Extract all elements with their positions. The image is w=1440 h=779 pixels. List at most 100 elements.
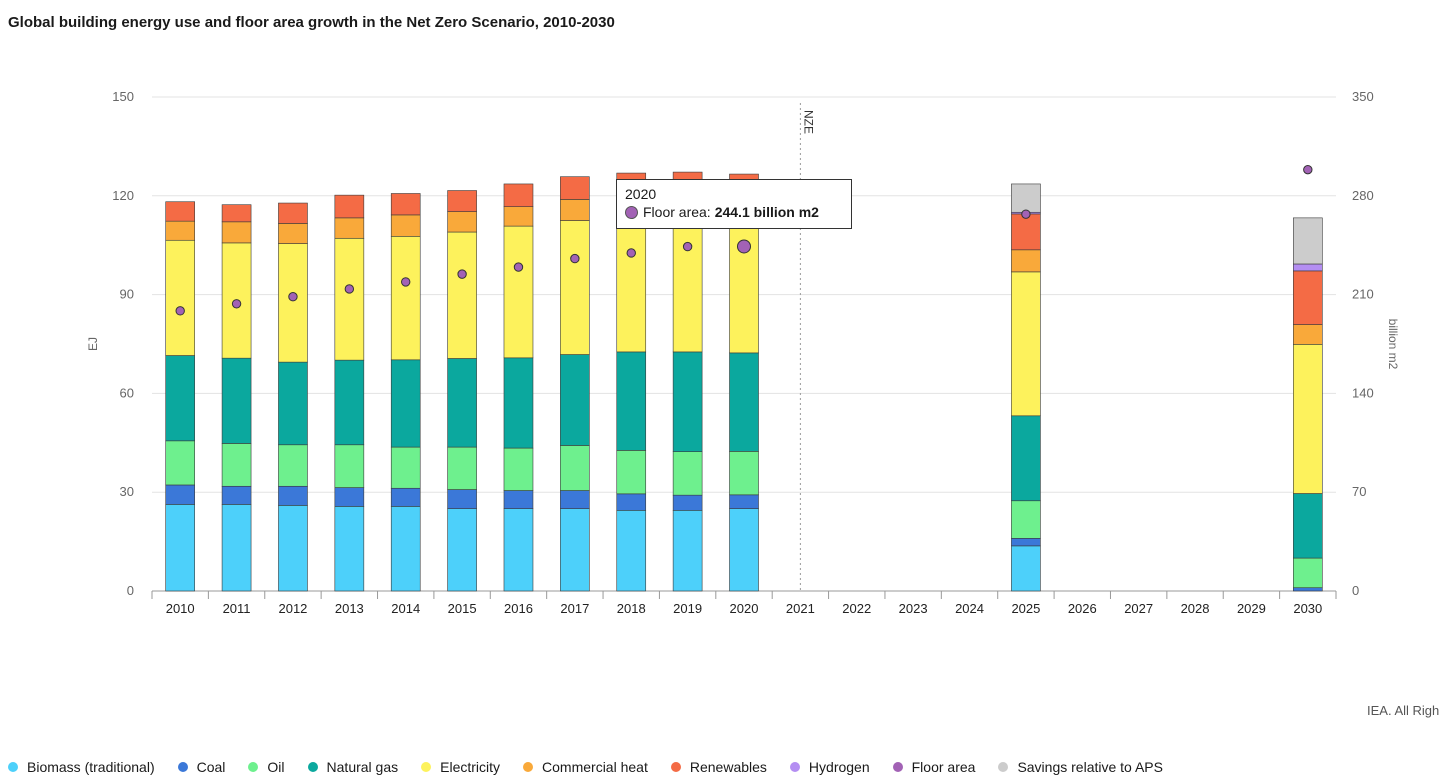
x-tick-label: 2012 bbox=[278, 601, 307, 616]
y-tick-label: 150 bbox=[112, 89, 134, 104]
bar-segment bbox=[616, 217, 647, 353]
legend-item[interactable]: Oil bbox=[248, 759, 285, 775]
x-tick-label: 2026 bbox=[1068, 601, 1097, 616]
bar-segment bbox=[221, 204, 252, 223]
tooltip-series-label: Floor area: bbox=[643, 204, 711, 220]
legend-item[interactable]: Floor area bbox=[892, 759, 975, 775]
bar-segment bbox=[560, 508, 590, 592]
legend-label: Hydrogen bbox=[808, 759, 870, 775]
y2-axis-title: billion m2 bbox=[1386, 319, 1400, 370]
x-tick-label: 2013 bbox=[335, 601, 364, 616]
bar-segment bbox=[1011, 415, 1041, 502]
bar-segment bbox=[447, 190, 477, 212]
x-tick-label: 2019 bbox=[673, 601, 702, 616]
bar-segment bbox=[1293, 587, 1323, 592]
legend-swatch-icon bbox=[998, 762, 1009, 772]
bar-segment bbox=[278, 223, 308, 244]
bar-segment bbox=[560, 220, 590, 355]
floor-area-point bbox=[570, 253, 580, 264]
legend-item[interactable]: Electricity bbox=[421, 759, 500, 775]
y-tick-label: 90 bbox=[120, 287, 134, 302]
bar-segment bbox=[1293, 263, 1323, 272]
floor-area-point bbox=[626, 248, 636, 258]
bar-segment bbox=[278, 361, 308, 446]
bar-segment bbox=[390, 487, 421, 507]
x-tick-label: 2022 bbox=[842, 601, 871, 616]
bar-segment bbox=[447, 489, 477, 509]
bar-segment bbox=[165, 484, 195, 505]
x-tick-label: 2028 bbox=[1181, 601, 1210, 616]
bar-segment bbox=[1011, 183, 1041, 213]
floor-area-point bbox=[401, 277, 411, 287]
bar-segment bbox=[672, 351, 703, 452]
bar-segment bbox=[334, 194, 365, 219]
bar-segment bbox=[221, 504, 252, 592]
floor-area-point bbox=[457, 269, 467, 279]
bar-segment bbox=[729, 352, 759, 452]
bar-segment bbox=[672, 451, 703, 496]
x-tick-label: 2014 bbox=[391, 601, 420, 616]
bar-segment bbox=[1011, 271, 1041, 417]
x-tick-label: 2016 bbox=[504, 601, 533, 616]
bar-segment bbox=[390, 359, 421, 448]
bar-segment bbox=[221, 357, 252, 444]
legend-swatch-icon bbox=[307, 762, 318, 772]
legend-swatch-icon bbox=[177, 762, 188, 772]
tooltip-value: 244.1 billion m2 bbox=[714, 204, 819, 220]
bar-segment bbox=[1293, 217, 1323, 265]
legend-item[interactable]: Hydrogen bbox=[789, 759, 870, 775]
legend-item[interactable]: Savings relative to APS bbox=[998, 759, 1163, 775]
bar-segment bbox=[165, 504, 195, 592]
bar-segment bbox=[560, 354, 590, 446]
bar-segment bbox=[1011, 213, 1041, 251]
legend-item[interactable]: Renewables bbox=[670, 759, 767, 775]
annotation-label: NZE bbox=[801, 110, 815, 134]
bar-segment bbox=[503, 447, 534, 491]
bar-segment bbox=[503, 206, 534, 227]
x-tick-label: 2024 bbox=[955, 601, 984, 616]
y2-tick-label: 70 bbox=[1352, 484, 1366, 499]
legend-label: Natural gas bbox=[326, 759, 399, 775]
legend-item[interactable]: Biomass (traditional) bbox=[8, 759, 155, 775]
bar-segment bbox=[729, 508, 759, 592]
bar-segment bbox=[616, 351, 647, 451]
bar-segment bbox=[503, 225, 534, 359]
bar-segment bbox=[278, 243, 308, 363]
legend-item[interactable]: Natural gas bbox=[307, 759, 399, 775]
bar-segment bbox=[334, 444, 365, 488]
y2-tick-label: 0 bbox=[1352, 583, 1359, 598]
bar-segment bbox=[390, 446, 421, 489]
bar-segment bbox=[729, 451, 759, 496]
bar-segment bbox=[390, 214, 421, 237]
bar-segment bbox=[278, 444, 308, 487]
bar-segment bbox=[447, 231, 477, 359]
bar-segment bbox=[221, 485, 252, 505]
bar-segment bbox=[334, 237, 365, 361]
bar-segment bbox=[278, 202, 308, 224]
legend-label: Biomass (traditional) bbox=[27, 759, 155, 775]
bar-segment bbox=[1011, 500, 1041, 539]
legend-swatch-icon bbox=[670, 762, 681, 772]
bar-segment bbox=[278, 505, 308, 592]
bar-segment bbox=[1011, 538, 1041, 547]
bar-segment bbox=[503, 508, 534, 592]
legend-label: Savings relative to APS bbox=[1017, 759, 1163, 775]
legend-label: Coal bbox=[196, 759, 226, 775]
legend-label: Renewables bbox=[689, 759, 767, 775]
y2-tick-label: 210 bbox=[1352, 287, 1374, 302]
tooltip-year: 2020 bbox=[625, 186, 657, 202]
x-tick-label: 2023 bbox=[899, 601, 928, 616]
x-tick-label: 2020 bbox=[730, 601, 759, 616]
x-tick-label: 2010 bbox=[166, 601, 195, 616]
bar-stacks bbox=[165, 171, 1323, 592]
legend-swatch-icon bbox=[523, 762, 534, 772]
x-tick-label: 2017 bbox=[560, 601, 589, 616]
chart-title: Global building energy use and floor are… bbox=[8, 14, 615, 31]
bar-segment bbox=[334, 506, 365, 592]
bar-segment bbox=[1011, 545, 1041, 592]
legend-label: Commercial heat bbox=[542, 759, 648, 775]
y-axis-title: EJ bbox=[86, 337, 100, 351]
bar-segment bbox=[447, 446, 477, 490]
legend-item[interactable]: Commercial heat bbox=[523, 759, 648, 775]
legend-item[interactable]: Coal bbox=[177, 759, 226, 775]
